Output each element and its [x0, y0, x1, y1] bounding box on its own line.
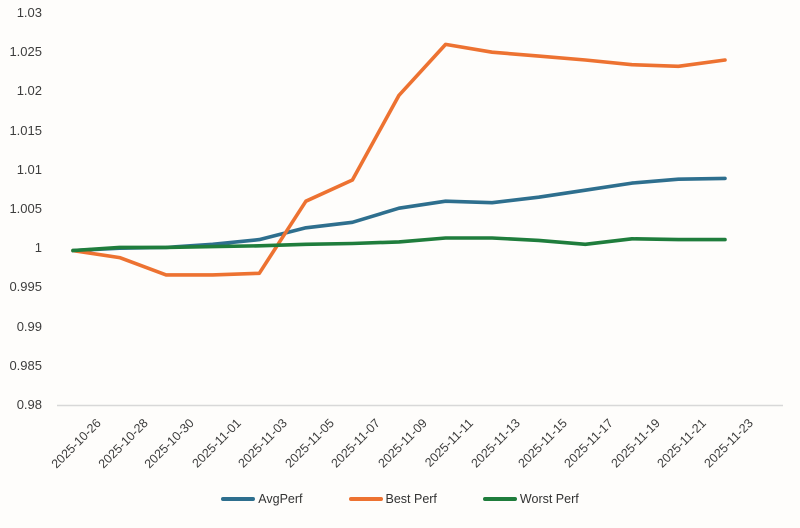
legend-label: AvgPerf	[258, 492, 303, 506]
y-axis-tick-label: 1.015	[9, 122, 42, 138]
y-axis-tick-label: 1.005	[9, 201, 42, 216]
y-axis-tick-label: 1	[34, 240, 42, 256]
legend-line-swatch	[482, 497, 517, 501]
legend-item-avgperf: AvgPerf	[221, 492, 303, 506]
series-line-best-perf	[71, 42, 727, 277]
series-line-worst-perf	[71, 236, 727, 253]
y-axis-tick-label: 0.995	[9, 279, 42, 295]
legend-item-worst-perf: Worst Perf	[482, 492, 579, 506]
legend-line-swatch	[221, 497, 256, 501]
y-axis-tick-label: 1.01	[16, 161, 42, 177]
legend: AvgPerf Best Perf Worst Perf	[0, 492, 800, 506]
y-axis-tick-label: 0.98	[16, 397, 42, 412]
y-axis-tick-label: 1.025	[9, 44, 42, 60]
legend-label: Best Perf	[385, 492, 437, 506]
y-axis-tick-label: 0.985	[9, 357, 42, 373]
y-axis-tick-label: 0.99	[16, 318, 42, 334]
legend-item-best-perf: Best Perf	[348, 492, 437, 506]
legend-label: Worst Perf	[519, 492, 579, 506]
legend-line-swatch	[348, 497, 383, 501]
y-axis-tick-label: 1.03	[16, 5, 42, 20]
y-axis-tick-label: 1.02	[16, 83, 42, 99]
